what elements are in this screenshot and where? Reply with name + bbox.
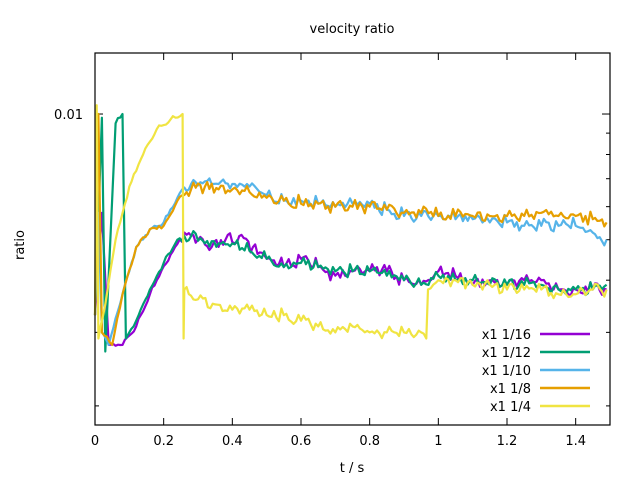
x-tick-label: 1: [434, 434, 442, 449]
series-line-5: [93, 104, 608, 340]
data-series: [93, 104, 608, 353]
x-tick-label: 0: [91, 434, 99, 449]
series-line-2: [93, 112, 608, 353]
chart-title: velocity ratio: [310, 22, 395, 37]
legend-label-1: x1 1/16: [482, 328, 531, 343]
x-tick-label: 0.6: [291, 434, 312, 449]
x-tick-label: 0.2: [153, 434, 174, 449]
legend-label-4: x1 1/8: [490, 382, 531, 397]
plot-border: [94, 52, 611, 426]
series-line-4: [93, 112, 608, 346]
x-tick-label: 0.4: [222, 434, 243, 449]
axis-ticks: 0 0.2 0.4 0.6 0.8 1 1.2 1.4 0.01: [54, 53, 610, 449]
legend-label-2: x1 1/12: [482, 346, 531, 361]
x-tick-label: 1.2: [497, 434, 518, 449]
x-tick-label: 1.4: [565, 434, 586, 449]
series-line-3: [93, 177, 608, 346]
x-axis-label: t / s: [340, 461, 365, 476]
legend: x1 1/16 x1 1/12 x1 1/10 x1 1/8 x1 1/4: [482, 328, 590, 415]
y-tick-label: 0.01: [54, 108, 83, 123]
y-axis-label: ratio: [13, 230, 28, 260]
legend-label-5: x1 1/4: [490, 400, 531, 415]
legend-label-3: x1 1/10: [482, 364, 531, 379]
x-tick-label: 0.8: [359, 434, 380, 449]
